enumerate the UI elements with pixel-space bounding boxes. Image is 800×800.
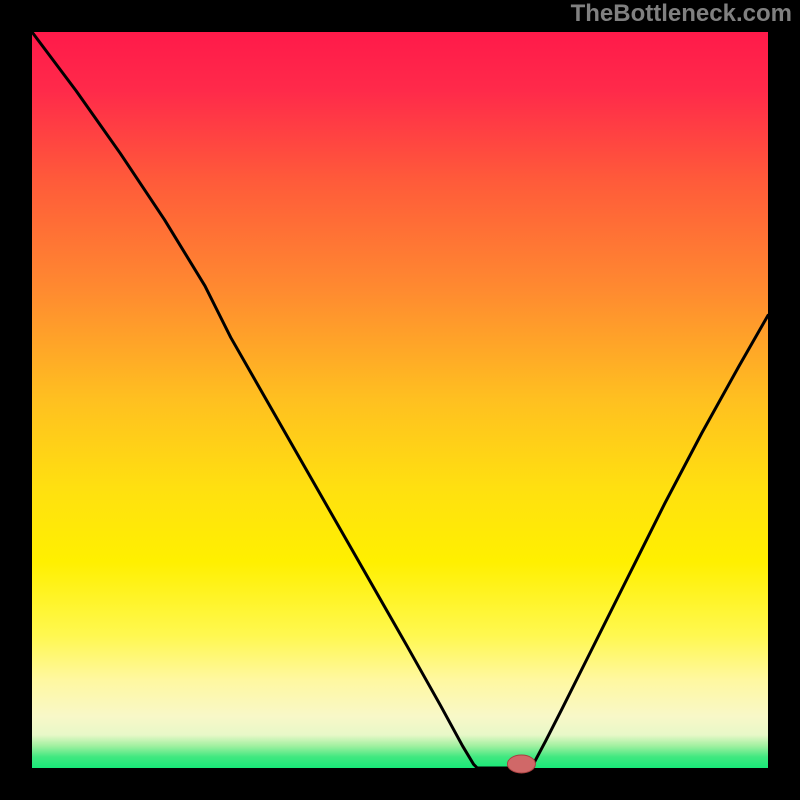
optimal-marker xyxy=(507,755,535,773)
chart-container: TheBottleneck.com xyxy=(0,0,800,800)
bottleneck-chart xyxy=(0,0,800,800)
plot-background xyxy=(32,32,768,768)
watermark-text: TheBottleneck.com xyxy=(571,0,792,28)
